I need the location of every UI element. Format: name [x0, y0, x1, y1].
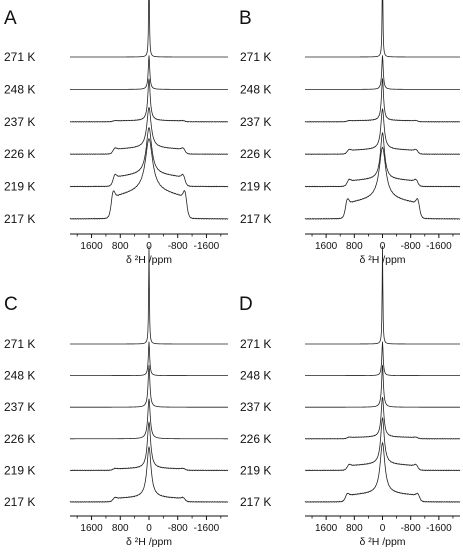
- x-tick-label: 1600: [315, 523, 338, 534]
- x-tick-label: 1600: [315, 241, 338, 252]
- spectrum-trace: [304, 146, 461, 220]
- temperature-label: 219 K: [4, 463, 35, 477]
- x-tick-label: 1600: [80, 241, 103, 252]
- temperature-label: 271 K: [4, 50, 35, 64]
- temperature-label: 226 K: [4, 432, 35, 446]
- x-tick-label: -800: [401, 523, 421, 534]
- spectrum-trace: [304, 416, 461, 472]
- x-tick-label: -1600: [194, 523, 220, 534]
- temperature-label: 226 K: [240, 147, 271, 161]
- temperature-label: 248 K: [240, 369, 271, 383]
- x-tick-label: 800: [112, 241, 129, 252]
- spectrum-trace: [305, 245, 460, 345]
- spectrum-trace: [305, 0, 460, 58]
- temperature-label: 219 K: [4, 180, 35, 194]
- x-tick-label: 800: [346, 241, 363, 252]
- x-tick-label: -800: [168, 523, 188, 534]
- temperature-label: 271 K: [240, 337, 271, 351]
- spectrum-trace: [69, 445, 229, 503]
- spectrum-trace: [304, 78, 461, 123]
- spectrum-trace: [70, 365, 228, 408]
- x-tick-label: 800: [112, 523, 129, 534]
- temperature-label: 217 K: [4, 495, 35, 509]
- temperature-label: 237 K: [4, 400, 35, 414]
- temperature-label: 248 K: [240, 82, 271, 96]
- spectrum-trace: [69, 106, 229, 155]
- spectrum-trace: [305, 55, 460, 90]
- spectrum-trace: [69, 127, 229, 188]
- x-tick-label: 0: [380, 523, 386, 534]
- x-tick-label: -1600: [426, 523, 452, 534]
- spectrum-trace: [70, 0, 228, 58]
- x-tick-label: 800: [346, 523, 363, 534]
- spectrum-trace: [69, 138, 229, 220]
- x-axis-label: δ ²H /ppm: [359, 536, 405, 548]
- x-tick-label: -1600: [194, 241, 220, 252]
- spectrum-trace: [70, 245, 228, 345]
- x-tick-label: 0: [146, 523, 152, 534]
- temperature-label: 217 K: [240, 212, 271, 226]
- panel-c: C 271 K 248 K 237 K 226 K 219 K 217 K 1600 800 0 -…: [4, 245, 229, 548]
- spectrum-trace: [70, 55, 228, 90]
- temperature-label: 237 K: [240, 400, 271, 414]
- temperature-label: 219 K: [240, 180, 271, 194]
- spectrum-trace: [304, 397, 461, 440]
- spectrum-trace: [69, 78, 229, 123]
- temperature-label: 226 K: [4, 147, 35, 161]
- temperature-label: 219 K: [240, 463, 271, 477]
- temperature-label: 248 K: [4, 369, 35, 383]
- x-axis-label: δ ²H /ppm: [126, 536, 172, 548]
- panel-label: D: [239, 294, 253, 315]
- spectrum-trace: [304, 441, 461, 503]
- spectrum-trace: [70, 398, 228, 440]
- temperature-label: 237 K: [4, 115, 35, 129]
- spectrum-trace: [70, 341, 228, 376]
- panel-label: A: [4, 8, 17, 29]
- temperature-label: 248 K: [4, 82, 35, 96]
- panel-label: C: [4, 294, 18, 315]
- x-tick-label: -800: [401, 241, 421, 252]
- panel-label: B: [239, 8, 252, 29]
- temperature-label: 271 K: [240, 50, 271, 64]
- temperature-label: 217 K: [240, 495, 271, 509]
- panel-d: D 271 K 248 K 237 K 226 K 219 K 217 K 1600 800 0 -…: [239, 245, 461, 548]
- x-tick-label: -800: [168, 241, 188, 252]
- spectrum-trace: [305, 341, 460, 376]
- temperature-label: 217 K: [4, 212, 35, 226]
- temperature-label: 237 K: [240, 115, 271, 129]
- x-tick-label: -1600: [426, 241, 452, 252]
- spectrum-trace: [69, 420, 229, 472]
- spectrum-trace: [305, 365, 460, 408]
- temperature-label: 271 K: [4, 337, 35, 351]
- temperature-label: 226 K: [240, 432, 271, 446]
- x-tick-label: 1600: [80, 523, 103, 534]
- spectrum-trace: [304, 107, 461, 156]
- spectrum-trace: [304, 132, 461, 188]
